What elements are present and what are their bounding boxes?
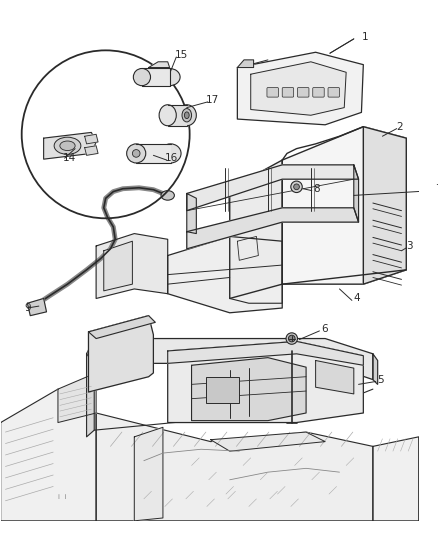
Polygon shape xyxy=(354,165,359,222)
Polygon shape xyxy=(187,193,196,233)
Text: 14: 14 xyxy=(63,153,76,163)
Polygon shape xyxy=(87,354,94,437)
Polygon shape xyxy=(251,62,346,115)
Text: 17: 17 xyxy=(206,95,219,105)
Text: 5: 5 xyxy=(378,375,384,385)
Text: 3: 3 xyxy=(406,241,413,251)
Polygon shape xyxy=(211,432,325,451)
Polygon shape xyxy=(88,316,155,338)
Circle shape xyxy=(293,184,300,190)
Polygon shape xyxy=(187,208,359,249)
Polygon shape xyxy=(28,298,46,316)
Ellipse shape xyxy=(133,68,151,86)
Polygon shape xyxy=(85,134,98,144)
Ellipse shape xyxy=(159,68,180,86)
Polygon shape xyxy=(96,413,373,521)
Ellipse shape xyxy=(182,109,191,122)
Text: 4: 4 xyxy=(354,294,360,303)
FancyBboxPatch shape xyxy=(313,87,324,97)
FancyBboxPatch shape xyxy=(282,87,293,97)
FancyBboxPatch shape xyxy=(297,87,309,97)
Text: 8: 8 xyxy=(314,184,320,193)
Polygon shape xyxy=(237,52,364,125)
Polygon shape xyxy=(87,338,373,379)
Polygon shape xyxy=(44,132,96,159)
Polygon shape xyxy=(96,233,168,298)
Ellipse shape xyxy=(161,191,174,200)
FancyBboxPatch shape xyxy=(267,87,279,97)
Ellipse shape xyxy=(177,105,196,126)
Polygon shape xyxy=(1,389,96,521)
Text: 7: 7 xyxy=(435,184,438,193)
Polygon shape xyxy=(364,127,406,284)
Ellipse shape xyxy=(54,137,81,155)
Text: i  i: i i xyxy=(58,494,67,500)
FancyBboxPatch shape xyxy=(142,68,170,86)
Ellipse shape xyxy=(60,141,75,150)
Polygon shape xyxy=(191,358,306,421)
Polygon shape xyxy=(148,62,170,68)
FancyBboxPatch shape xyxy=(168,105,187,126)
FancyBboxPatch shape xyxy=(328,87,339,97)
Circle shape xyxy=(288,335,295,342)
Ellipse shape xyxy=(132,150,140,157)
Polygon shape xyxy=(85,146,98,155)
FancyBboxPatch shape xyxy=(206,377,239,403)
Polygon shape xyxy=(168,237,282,313)
Polygon shape xyxy=(168,342,364,365)
FancyBboxPatch shape xyxy=(136,144,170,163)
Polygon shape xyxy=(134,427,163,521)
Ellipse shape xyxy=(160,144,181,163)
Polygon shape xyxy=(230,160,282,298)
Polygon shape xyxy=(282,127,406,284)
Polygon shape xyxy=(373,354,378,384)
Ellipse shape xyxy=(159,105,176,126)
Text: 6: 6 xyxy=(321,324,328,334)
Ellipse shape xyxy=(127,144,146,163)
Text: 16: 16 xyxy=(165,153,178,163)
Ellipse shape xyxy=(184,112,189,118)
Text: 15: 15 xyxy=(174,50,187,60)
Text: 1: 1 xyxy=(361,32,368,42)
Text: 2: 2 xyxy=(397,122,403,132)
Polygon shape xyxy=(316,360,354,394)
Polygon shape xyxy=(88,316,153,392)
Text: 9: 9 xyxy=(25,303,31,313)
Polygon shape xyxy=(373,437,419,521)
Polygon shape xyxy=(237,60,254,68)
Circle shape xyxy=(291,181,302,192)
Circle shape xyxy=(286,333,297,344)
Polygon shape xyxy=(187,165,359,211)
Polygon shape xyxy=(58,373,96,423)
Polygon shape xyxy=(104,241,132,291)
Polygon shape xyxy=(168,342,364,423)
